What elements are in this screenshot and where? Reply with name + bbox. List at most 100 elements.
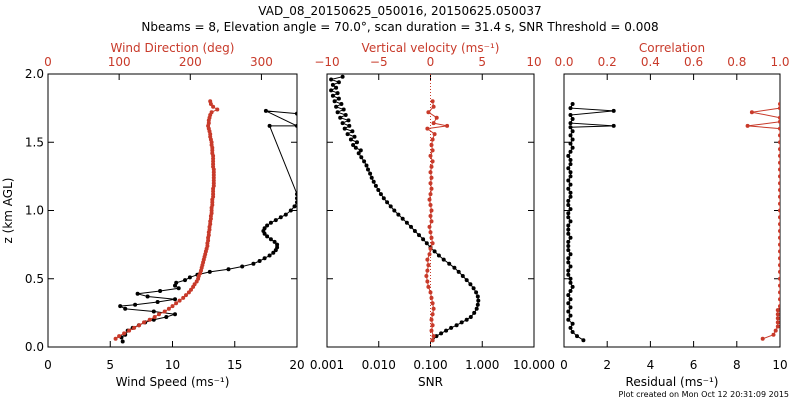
data-point xyxy=(278,215,283,220)
data-point xyxy=(155,300,160,304)
data-point xyxy=(424,241,429,246)
data-point xyxy=(778,242,780,247)
data-point xyxy=(778,290,780,295)
data-point xyxy=(147,317,152,322)
data-point xyxy=(566,256,571,261)
data-point xyxy=(568,219,573,224)
data-point xyxy=(745,123,750,128)
data-point xyxy=(566,178,571,183)
data-point xyxy=(162,309,167,314)
data-point xyxy=(206,233,211,238)
data-point xyxy=(409,224,413,229)
data-point xyxy=(474,306,479,311)
data-point xyxy=(775,308,780,313)
data-point xyxy=(210,151,215,156)
data-point xyxy=(122,331,127,336)
data-point xyxy=(568,182,573,187)
data-point xyxy=(211,170,216,175)
data-point xyxy=(429,175,434,180)
top-tick-label: 10 xyxy=(526,55,541,69)
data-point xyxy=(568,149,573,154)
top-tick-label: 0.6 xyxy=(684,55,703,69)
data-point xyxy=(211,159,216,164)
data-point xyxy=(428,214,433,218)
data-point xyxy=(429,186,434,191)
data-point xyxy=(133,302,138,307)
data-point xyxy=(778,297,780,302)
data-point xyxy=(778,115,780,120)
data-point xyxy=(456,269,461,274)
series-2 xyxy=(745,102,780,341)
data-point xyxy=(226,267,231,272)
data-point xyxy=(342,126,347,131)
data-point xyxy=(778,263,780,268)
data-point xyxy=(359,155,364,160)
data-point xyxy=(474,290,479,295)
data-point xyxy=(262,226,267,231)
series-1 xyxy=(118,108,297,344)
data-point xyxy=(430,99,435,104)
data-point xyxy=(295,123,297,128)
data-point xyxy=(192,282,197,287)
panel-2: 0.001 0.010 0.100 1.000 10.000 SNR −10 −5 0 5 10 Ve… xyxy=(310,41,555,389)
data-point xyxy=(268,237,273,242)
data-point xyxy=(209,110,214,115)
series-line xyxy=(747,104,780,340)
data-point xyxy=(566,260,571,265)
data-point xyxy=(568,325,573,330)
bottom-tick-label: 6 xyxy=(690,358,698,372)
data-point xyxy=(436,253,441,258)
data-point xyxy=(412,229,417,233)
bottom-tick-label: 10 xyxy=(165,358,180,372)
bottom-tick-label: 0 xyxy=(44,358,52,372)
data-point xyxy=(773,328,778,333)
data-point xyxy=(778,153,780,158)
bottom-tick-label: 5 xyxy=(106,358,114,372)
data-point xyxy=(778,106,780,111)
data-point xyxy=(295,200,297,205)
data-point xyxy=(335,110,340,115)
data-point xyxy=(460,274,465,278)
top-tick-label: 1.0 xyxy=(770,55,789,69)
data-point xyxy=(430,312,435,317)
data-point xyxy=(347,123,352,128)
data-point xyxy=(351,143,356,147)
data-point xyxy=(257,259,262,263)
data-point xyxy=(778,194,780,199)
data-point xyxy=(371,179,376,184)
top-tick-label: 0 xyxy=(44,55,52,69)
top-tick-label: 0.2 xyxy=(598,55,617,69)
data-point xyxy=(329,77,334,82)
plot-frame xyxy=(563,73,781,348)
data-point xyxy=(340,74,345,79)
data-point xyxy=(568,106,573,111)
data-point xyxy=(566,244,571,248)
bottom-tick-label: 10 xyxy=(772,358,787,372)
data-point xyxy=(566,268,571,273)
data-point xyxy=(778,215,780,220)
series-1 xyxy=(566,102,616,343)
data-point xyxy=(430,159,435,164)
data-point xyxy=(468,315,473,319)
data-point xyxy=(425,268,430,273)
top-axis-label: Correlation xyxy=(639,41,705,55)
data-point xyxy=(566,203,571,207)
data-point xyxy=(570,145,575,150)
data-point xyxy=(164,315,169,319)
data-point xyxy=(775,324,780,329)
data-point xyxy=(400,216,405,221)
data-point xyxy=(444,328,449,333)
top-tick-label: 0.4 xyxy=(641,55,660,69)
y-axis-label: z (km AGL) xyxy=(1,178,15,244)
series-line xyxy=(425,101,448,341)
bottom-tick-label: 0.100 xyxy=(413,358,447,372)
y-tick-label: 1.0 xyxy=(25,204,44,218)
data-point xyxy=(170,304,175,309)
data-point xyxy=(336,80,341,85)
data-point xyxy=(166,306,171,311)
data-point xyxy=(338,115,343,120)
data-point xyxy=(778,188,780,192)
y-tick-label: 0.5 xyxy=(25,272,44,286)
data-point xyxy=(113,336,118,341)
data-point xyxy=(778,283,780,288)
